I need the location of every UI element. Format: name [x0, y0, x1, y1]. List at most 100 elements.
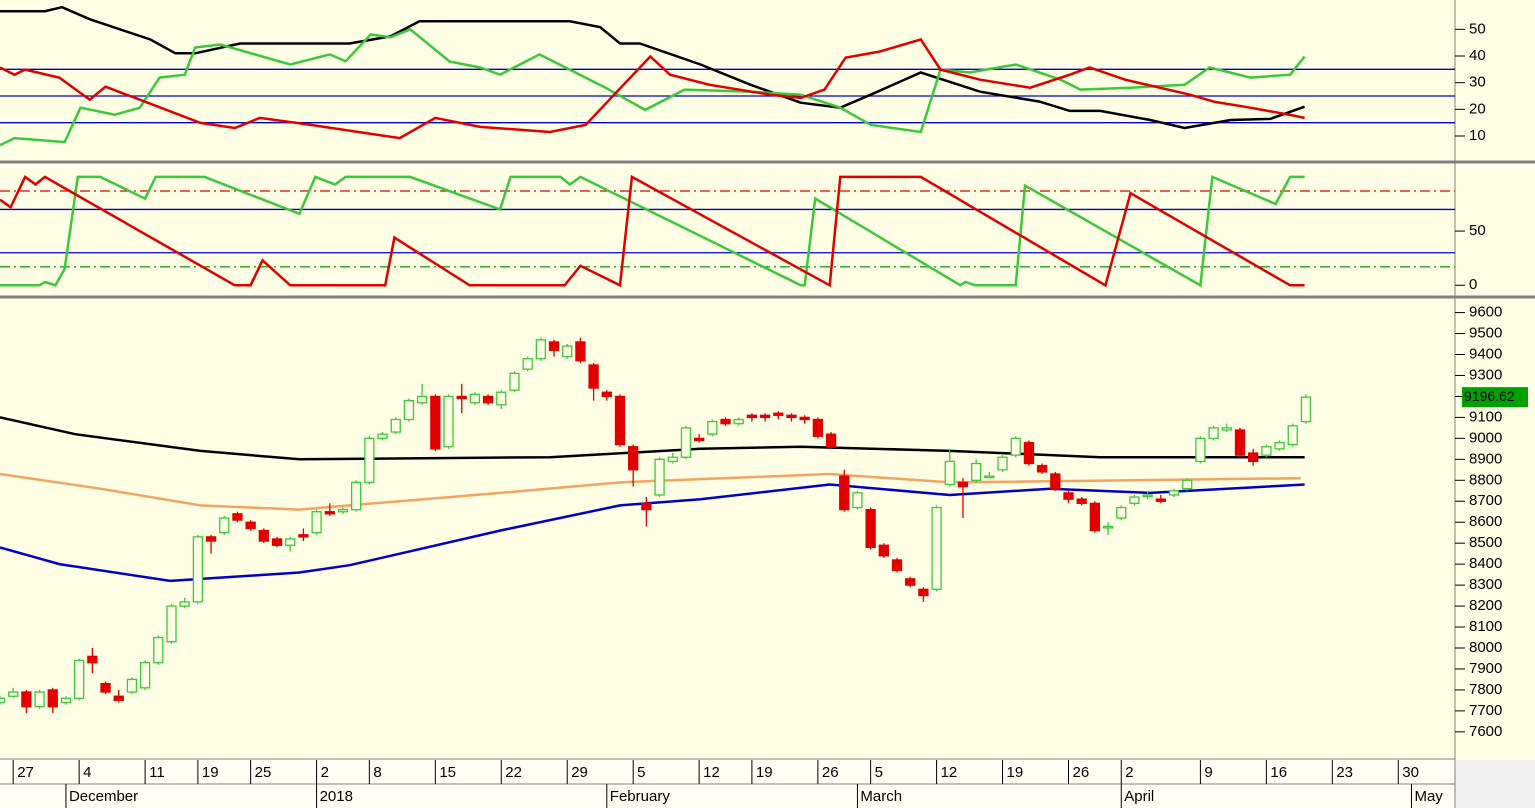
x-tick-label: 26 — [822, 764, 839, 781]
candle-body — [548, 341, 560, 351]
y-tick-label: 8300 — [1469, 576, 1502, 593]
candle-body — [812, 418, 824, 437]
y-tick-label: 50 — [1469, 222, 1486, 239]
indicator-line — [0, 27, 1306, 147]
candle-body — [153, 636, 164, 664]
indicator-line — [0, 175, 1305, 288]
candle-body — [773, 412, 784, 416]
candle-body — [364, 437, 375, 484]
x-tick-label: 8 — [373, 764, 381, 781]
candle-body — [232, 513, 243, 521]
candle-body — [1102, 525, 1114, 529]
candle-body — [1023, 441, 1035, 465]
candle-body — [1208, 427, 1219, 440]
x-tick-label: 16 — [1270, 764, 1287, 781]
candle-body — [1036, 464, 1048, 473]
candle-body — [535, 339, 546, 360]
candle-body — [166, 605, 177, 643]
x-tick-label: 30 — [1402, 764, 1419, 781]
x-tick-label: 19 — [1007, 764, 1024, 781]
candle-body — [285, 538, 296, 546]
candle-body — [351, 481, 362, 511]
candle-body — [786, 414, 797, 419]
candle-body — [720, 418, 731, 425]
candle-body — [1300, 396, 1312, 423]
y-tick-label: 7600 — [1469, 723, 1502, 740]
y-tick-label: 8200 — [1469, 597, 1502, 614]
candle-body — [759, 414, 771, 419]
candle-body — [337, 508, 349, 513]
y-tick-label: 7900 — [1469, 660, 1502, 677]
y-tick-label: 8400 — [1469, 555, 1502, 572]
y-tick-label: 9100 — [1469, 408, 1502, 425]
candle-body — [575, 341, 586, 362]
candle-body — [8, 691, 19, 697]
y-tick-label: 30 — [1469, 74, 1486, 91]
candle-body — [100, 682, 111, 693]
candle-body — [905, 578, 916, 586]
y-tick-label: 50 — [1469, 20, 1486, 37]
candle-body — [997, 456, 1008, 471]
candle-body — [1221, 427, 1232, 431]
candle-body — [298, 534, 309, 538]
candle-body — [509, 372, 520, 391]
candle-body — [1287, 425, 1298, 446]
candle-body — [799, 416, 810, 421]
candle-body — [390, 418, 401, 433]
candle-body — [311, 511, 322, 534]
x-tick-label: 2 — [1125, 764, 1133, 781]
candle-body — [377, 433, 388, 440]
y-tick-label: 9600 — [1469, 304, 1502, 321]
y-tick-label: 8500 — [1469, 534, 1502, 551]
y-tick-label: 9400 — [1469, 345, 1502, 362]
candle-body — [1261, 446, 1272, 456]
y-tick-label: 7700 — [1469, 702, 1502, 719]
candle-body — [1195, 437, 1206, 463]
y-tick-label: 40 — [1469, 47, 1486, 64]
candle-body — [192, 536, 204, 603]
y-tick-label: 10 — [1469, 127, 1486, 144]
candle-body — [205, 536, 217, 542]
candle-body — [878, 544, 889, 557]
candle-body — [641, 502, 652, 511]
candle-body — [1050, 473, 1061, 490]
candle-body — [0, 697, 6, 704]
month-label: December — [69, 788, 138, 805]
candle-body — [614, 395, 626, 446]
y-tick-label: 8900 — [1469, 450, 1502, 467]
candle-body — [1274, 441, 1285, 450]
x-tick-label: 4 — [83, 764, 91, 781]
y-tick-label: 0 — [1469, 276, 1477, 293]
y-tick-label: 20 — [1469, 100, 1486, 117]
last-price-tag — [1462, 387, 1528, 408]
y-tick-label: 9500 — [1469, 325, 1502, 342]
indicator-line — [0, 483, 1305, 583]
candle-body — [324, 511, 335, 515]
candle-body — [271, 538, 283, 546]
indicator-line — [0, 174, 1305, 288]
month-label: March — [860, 788, 902, 805]
candle-body — [667, 456, 678, 463]
candle-body — [865, 508, 876, 549]
candle-body — [588, 364, 599, 389]
candle-body — [1248, 452, 1259, 463]
candle-body — [1076, 498, 1087, 504]
x-tick-label: 25 — [255, 764, 272, 781]
candle-body — [430, 395, 441, 450]
candle-body — [562, 345, 573, 358]
y-tick-label: 8800 — [1469, 471, 1502, 488]
x-tick-label: 5 — [875, 764, 883, 781]
candle-body — [601, 391, 612, 398]
candle-body — [219, 517, 230, 534]
month-label: April — [1124, 788, 1154, 805]
candle-body — [733, 418, 744, 425]
x-tick-label: 11 — [149, 764, 165, 781]
corner — [1455, 760, 1535, 808]
candle-body — [852, 492, 863, 509]
y-tick-label: 9300 — [1469, 366, 1502, 383]
x-tick-label: 29 — [571, 764, 588, 781]
candle-body — [1010, 437, 1021, 456]
candle-body — [522, 358, 533, 370]
candle-body — [944, 460, 955, 486]
